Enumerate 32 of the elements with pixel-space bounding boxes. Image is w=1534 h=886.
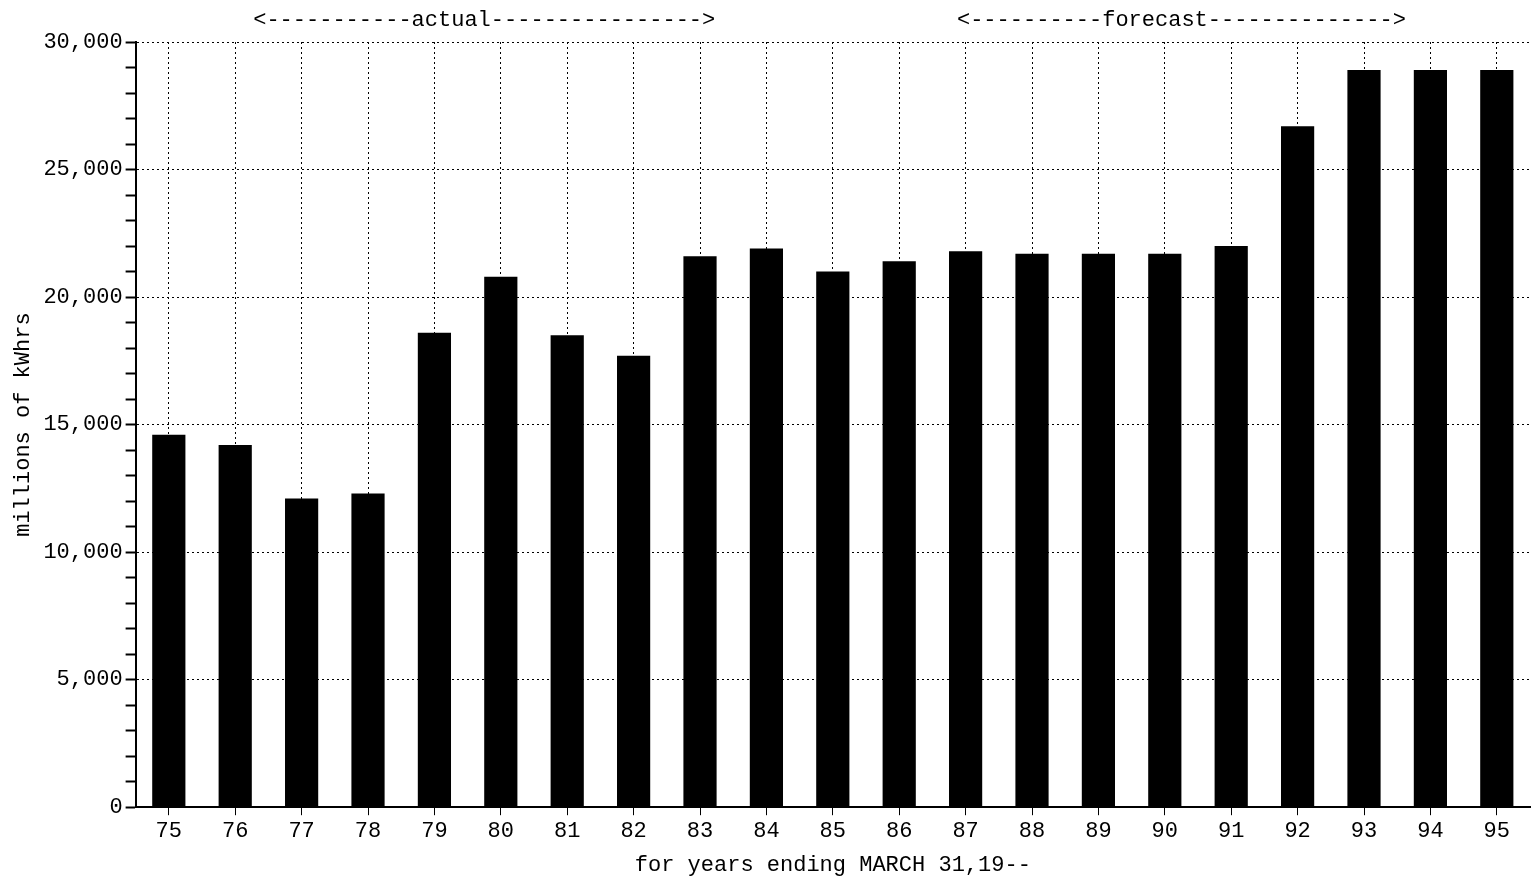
y-tick-label: 10,000 xyxy=(43,539,123,565)
x-tick-label: 77 xyxy=(288,819,315,845)
x-tick-label: 80 xyxy=(487,819,515,845)
y-axis-title: millions of kWhrs xyxy=(11,312,37,537)
x-tick-label: 91 xyxy=(1218,819,1245,845)
x-tick-label: 92 xyxy=(1284,819,1311,845)
x-tick-label: 85 xyxy=(819,819,847,845)
y-tick-label: 15,000 xyxy=(43,412,123,438)
x-tick-label: 87 xyxy=(952,819,979,845)
x-tick-label: 81 xyxy=(554,819,581,845)
y-tick-label: 20,000 xyxy=(43,284,123,310)
x-tick-label: 86 xyxy=(886,819,913,845)
x-tick-label: 78 xyxy=(354,819,382,845)
x-axis-title: for years ending MARCH 31,19-- xyxy=(634,852,1031,878)
x-tick-label: 83 xyxy=(686,819,714,845)
text: <----------forecast--------------> xyxy=(956,7,1406,33)
x-tick-label: 82 xyxy=(620,819,647,845)
x-tick-label: 95 xyxy=(1483,819,1510,845)
y-tick-label: 0 xyxy=(109,795,123,821)
y-tick-label: 25,000 xyxy=(43,157,123,183)
y-tick-label: 5,000 xyxy=(56,667,123,693)
x-tick-label: 94 xyxy=(1417,819,1444,845)
x-tick-label: 79 xyxy=(421,819,448,845)
x-tick-label: 84 xyxy=(753,819,780,845)
x-tick-label: 89 xyxy=(1085,819,1112,845)
x-tick-label: 90 xyxy=(1151,819,1179,845)
text: <-----------actual----------------> xyxy=(253,7,716,33)
x-tick-label: 75 xyxy=(155,819,183,845)
x-tick-label: 93 xyxy=(1350,819,1378,845)
x-tick-label: 88 xyxy=(1018,819,1046,845)
y-tick-label: 30,000 xyxy=(43,29,123,55)
x-tick-label: 76 xyxy=(222,819,249,845)
